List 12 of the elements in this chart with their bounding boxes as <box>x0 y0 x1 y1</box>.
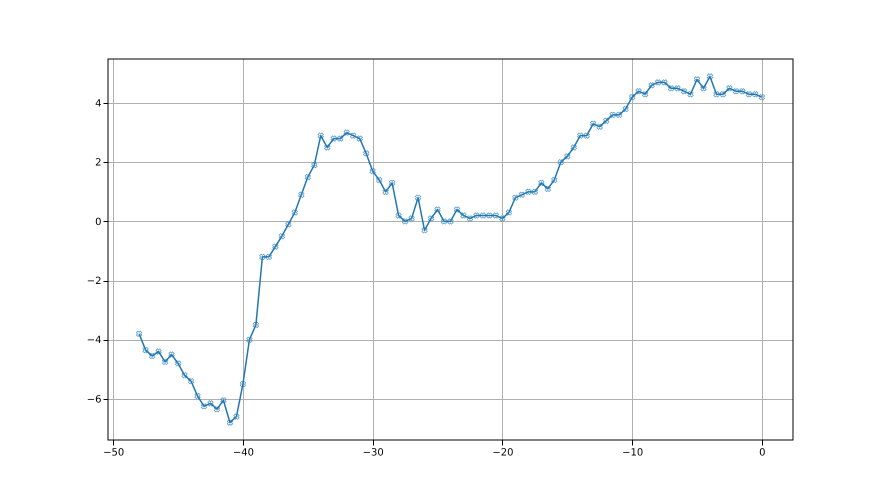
y-tick-label: −2 <box>86 276 102 288</box>
y-tick-label: 2 <box>95 158 102 169</box>
x-tick-label: −50 <box>103 448 124 458</box>
x-tick-label: −30 <box>362 448 384 458</box>
y-tick-label: −6 <box>86 394 102 406</box>
x-tick-label: −10 <box>622 448 644 458</box>
y-tick-label: −4 <box>86 335 102 346</box>
x-tick-label: −20 <box>492 448 514 458</box>
x-tick-label: −40 <box>232 448 254 458</box>
y-tick-label: 4 <box>95 98 102 110</box>
y-tick-label: 0 <box>95 216 102 228</box>
x-tick-label: 0 <box>759 448 766 458</box>
